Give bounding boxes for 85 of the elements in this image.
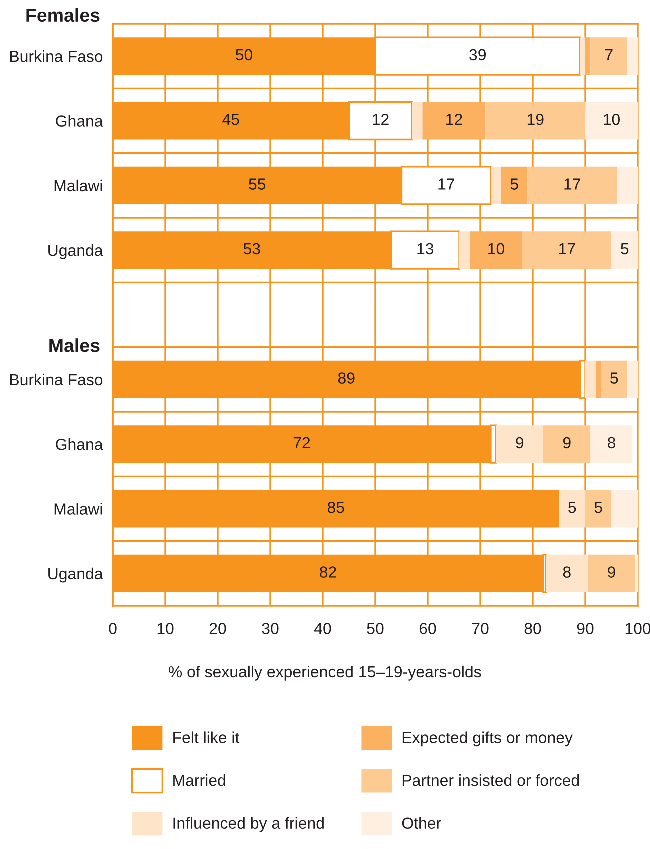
data-label: 10 <box>604 114 620 126</box>
bar <box>635 554 638 592</box>
bar <box>612 490 638 528</box>
bar <box>601 360 628 398</box>
bar <box>628 38 638 76</box>
bar <box>612 232 638 270</box>
bar <box>628 360 638 398</box>
data-label: 5 <box>621 243 629 255</box>
bar <box>412 102 423 140</box>
data-label: 72 <box>294 437 310 448</box>
legend-label: Expected gifts or money <box>402 732 573 747</box>
text: Males <box>50 338 100 352</box>
data-label: 5 <box>610 372 618 384</box>
data-label: 8 <box>563 566 571 578</box>
bar <box>486 102 586 140</box>
x-tick-label: 20 <box>210 623 226 634</box>
bar <box>596 360 602 398</box>
bar <box>617 166 638 204</box>
bar <box>580 38 586 76</box>
bar <box>422 102 486 140</box>
data-label: 39 <box>470 49 486 61</box>
y-tick-label: Uganda <box>48 568 104 583</box>
bar <box>502 166 528 204</box>
bar <box>559 490 586 528</box>
x-tick-label: 0 <box>109 623 117 634</box>
bar <box>460 232 470 270</box>
bar <box>586 102 638 140</box>
x-tick-label: 40 <box>314 623 332 634</box>
bar <box>590 426 633 464</box>
data-label: 85 <box>328 502 344 514</box>
data-label: 7 <box>606 49 613 60</box>
bar <box>496 426 544 464</box>
x-tick-label: 50 <box>367 623 384 634</box>
data-label: 19 <box>528 114 544 126</box>
x-tick-label: 90 <box>577 623 594 634</box>
x-axis-title: % of sexually experienced 15–19-years-olds <box>168 666 482 681</box>
bar <box>590 38 628 76</box>
legend-label: Married <box>174 774 226 786</box>
x-tick-label: 60 <box>420 623 436 634</box>
bar <box>586 360 596 398</box>
legend-label: Partner insisted or forced <box>402 774 580 786</box>
data-label: 8 <box>608 437 616 449</box>
data-label: 12 <box>446 114 462 126</box>
bar <box>546 554 588 592</box>
bar <box>528 166 617 204</box>
bar <box>588 554 636 592</box>
data-label: 45 <box>222 114 240 126</box>
data-label: 17 <box>438 178 454 190</box>
data-label: 9 <box>563 437 571 449</box>
data-label: 5 <box>568 502 576 514</box>
x-tick-label: 10 <box>158 623 174 634</box>
legend-label: Other <box>402 817 442 830</box>
legend-label: Influenced by a friend <box>174 817 324 832</box>
bar <box>586 490 612 528</box>
legend-label: Felt like it <box>174 732 240 744</box>
data-label: 9 <box>516 437 524 449</box>
x-tick-label: 70 <box>472 623 489 634</box>
data-label: 17 <box>564 178 580 190</box>
bar <box>544 426 591 464</box>
bar <box>522 232 612 270</box>
y-tick-label: Uganda <box>48 244 104 260</box>
data-label: 89 <box>338 372 355 384</box>
bar <box>491 166 502 204</box>
y-tick-label: Burkina Faso <box>10 374 103 386</box>
x-tick-label: 80 <box>524 623 542 634</box>
data-label: 5 <box>510 178 518 190</box>
data-label: 9 <box>608 566 616 578</box>
y-tick-label: Burkina Faso <box>10 50 103 62</box>
data-label: 12 <box>373 114 389 126</box>
data-label: 13 <box>418 243 434 255</box>
data-label: 10 <box>488 243 505 255</box>
y-tick-label: Malawi <box>54 503 102 515</box>
bar <box>586 38 591 76</box>
y-tick-label: Ghana <box>56 438 104 450</box>
text: Females <box>26 8 100 22</box>
data-label: 50 <box>236 49 253 61</box>
x-tick-label: 30 <box>262 623 279 634</box>
y-tick-label: Malawi <box>54 180 102 192</box>
bar <box>470 232 522 270</box>
data-label: 17 <box>559 243 576 254</box>
data-label: 53 <box>244 243 260 255</box>
data-label: 5 <box>594 502 602 514</box>
y-tick-label: Ghana <box>56 115 104 127</box>
data-label: 82 <box>320 566 336 578</box>
data-label: 55 <box>249 178 266 190</box>
